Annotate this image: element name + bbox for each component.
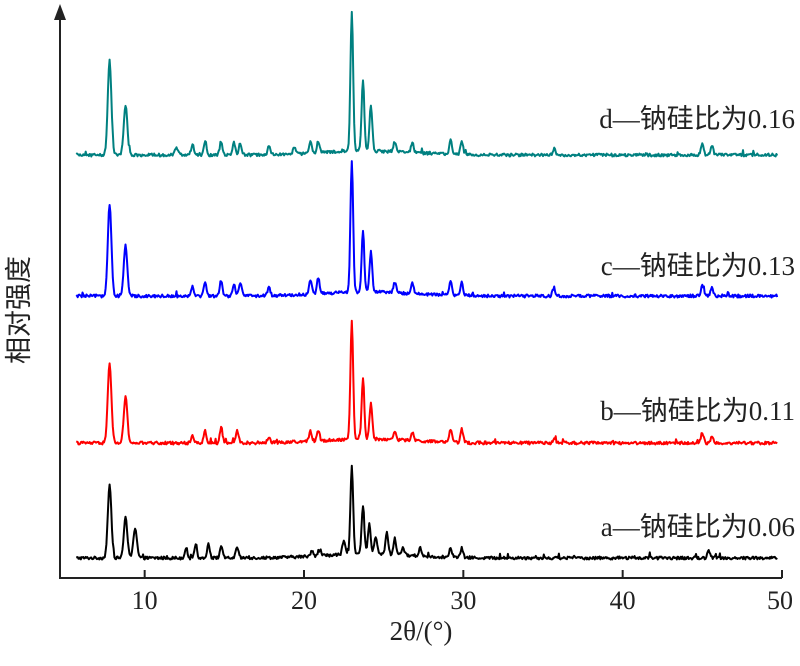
axes xyxy=(54,4,782,579)
x-axis-title: 2θ/(°) xyxy=(390,616,453,646)
x-tick-label: 30 xyxy=(450,586,476,615)
y-axis-title: 相对强度 xyxy=(4,256,34,364)
x-tick-label: 40 xyxy=(610,586,636,615)
x-tick-label: 10 xyxy=(132,586,158,615)
series-layer xyxy=(75,10,779,561)
x-tick-label: 50 xyxy=(767,586,793,615)
x-tick-label: 20 xyxy=(291,586,317,615)
series-label-d: d—钠硅比为0.16 xyxy=(599,104,795,134)
series-line-c xyxy=(75,160,779,299)
series-labels: a—钠硅比为0.06 b—钠硅比为0.11 c—钠硅比为0.13 d—钠硅比为0.16 xyxy=(599,104,795,542)
x-tick-labels: 10 20 30 40 50 xyxy=(132,586,793,615)
series-label-b: b—钠硅比为0.11 xyxy=(600,396,795,426)
series-line-a xyxy=(76,464,778,561)
series-label-c: c—钠硅比为0.13 xyxy=(601,251,795,281)
x-ticks xyxy=(143,570,783,578)
series-label-a: a—钠硅比为0.06 xyxy=(601,512,795,542)
series-line-d xyxy=(75,10,779,158)
series-line-b xyxy=(75,319,778,446)
